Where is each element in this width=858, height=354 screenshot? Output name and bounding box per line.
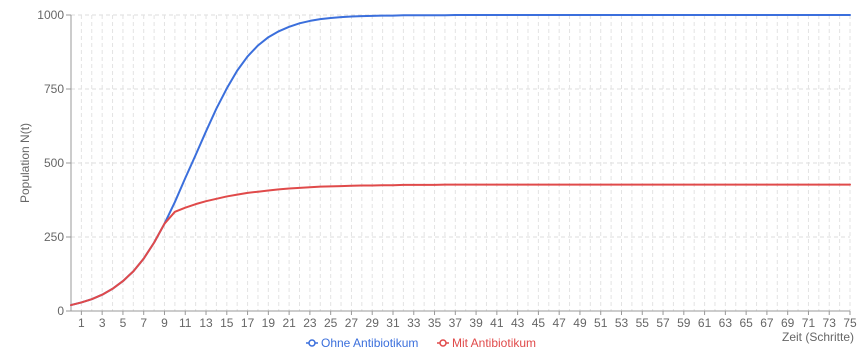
x-tick-label: 55 [636, 316, 650, 330]
x-tick-label: 15 [220, 316, 234, 330]
x-tick-label: 75 [843, 316, 857, 330]
x-tick-label: 71 [802, 316, 816, 330]
legend-marker-icon [306, 339, 318, 347]
x-tick-label: 37 [449, 316, 463, 330]
x-tick-label: 7 [140, 316, 147, 330]
legend-item-2[interactable]: Mit Antibiotikum [437, 336, 536, 350]
legend-marker-icon [437, 339, 449, 347]
y-tick-label: 1000 [37, 8, 64, 22]
x-tick-label: 1 [78, 316, 85, 330]
x-tick-label: 23 [303, 316, 317, 330]
x-tick-label: 19 [262, 316, 276, 330]
x-tick-label: 67 [760, 316, 774, 330]
x-tick-label: 59 [677, 316, 691, 330]
x-tick-label: 3 [99, 316, 106, 330]
series-line-1 [70, 14, 851, 307]
legend[interactable]: Ohne Antibiotikum Mit Antibiotikum [306, 336, 536, 350]
legend-label: Mit Antibiotikum [452, 336, 536, 350]
series-line-2 [70, 183, 851, 307]
x-tick-label: 41 [490, 316, 504, 330]
x-tick-label: 13 [199, 316, 213, 330]
x-tick-label: 45 [532, 316, 546, 330]
x-tick-label: 49 [573, 316, 587, 330]
y-axis-title: Population N(t) [18, 123, 32, 203]
x-tick-label: 33 [407, 316, 421, 330]
x-tick-label: 61 [698, 316, 712, 330]
x-tick-label: 21 [282, 316, 296, 330]
x-tick-label: 47 [552, 316, 566, 330]
x-tick-label: 35 [428, 316, 442, 330]
series [70, 14, 851, 307]
y-tick-label: 0 [57, 304, 64, 318]
x-tick-label: 65 [739, 316, 753, 330]
x-tick-label: 29 [366, 316, 380, 330]
y-tick-label: 250 [44, 230, 64, 244]
y-tick-label: 750 [44, 82, 64, 96]
x-tick-label: 11 [179, 316, 192, 330]
x-tick-label: 27 [345, 316, 359, 330]
legend-item-1[interactable]: Ohne Antibiotikum [306, 336, 418, 350]
x-tick-label: 57 [656, 316, 670, 330]
x-tick-label: 53 [615, 316, 629, 330]
x-tick-label: 51 [594, 316, 608, 330]
x-tick-label: 5 [120, 316, 127, 330]
y-tick-label: 500 [44, 156, 64, 170]
x-tick-label: 39 [469, 316, 483, 330]
x-tick-label: 31 [386, 316, 400, 330]
x-tick-label: 17 [241, 316, 255, 330]
x-tick-label: 43 [511, 316, 525, 330]
grid [71, 14, 851, 312]
x-tick-label: 63 [719, 316, 733, 330]
x-tick-label: 25 [324, 316, 338, 330]
legend-label: Ohne Antibiotikum [321, 336, 418, 350]
x-tick-label: 69 [781, 316, 795, 330]
x-tick-label: 9 [161, 316, 168, 330]
x-tick-label: 73 [823, 316, 837, 330]
x-axis-title: Zeit (Schritte) [782, 330, 854, 344]
